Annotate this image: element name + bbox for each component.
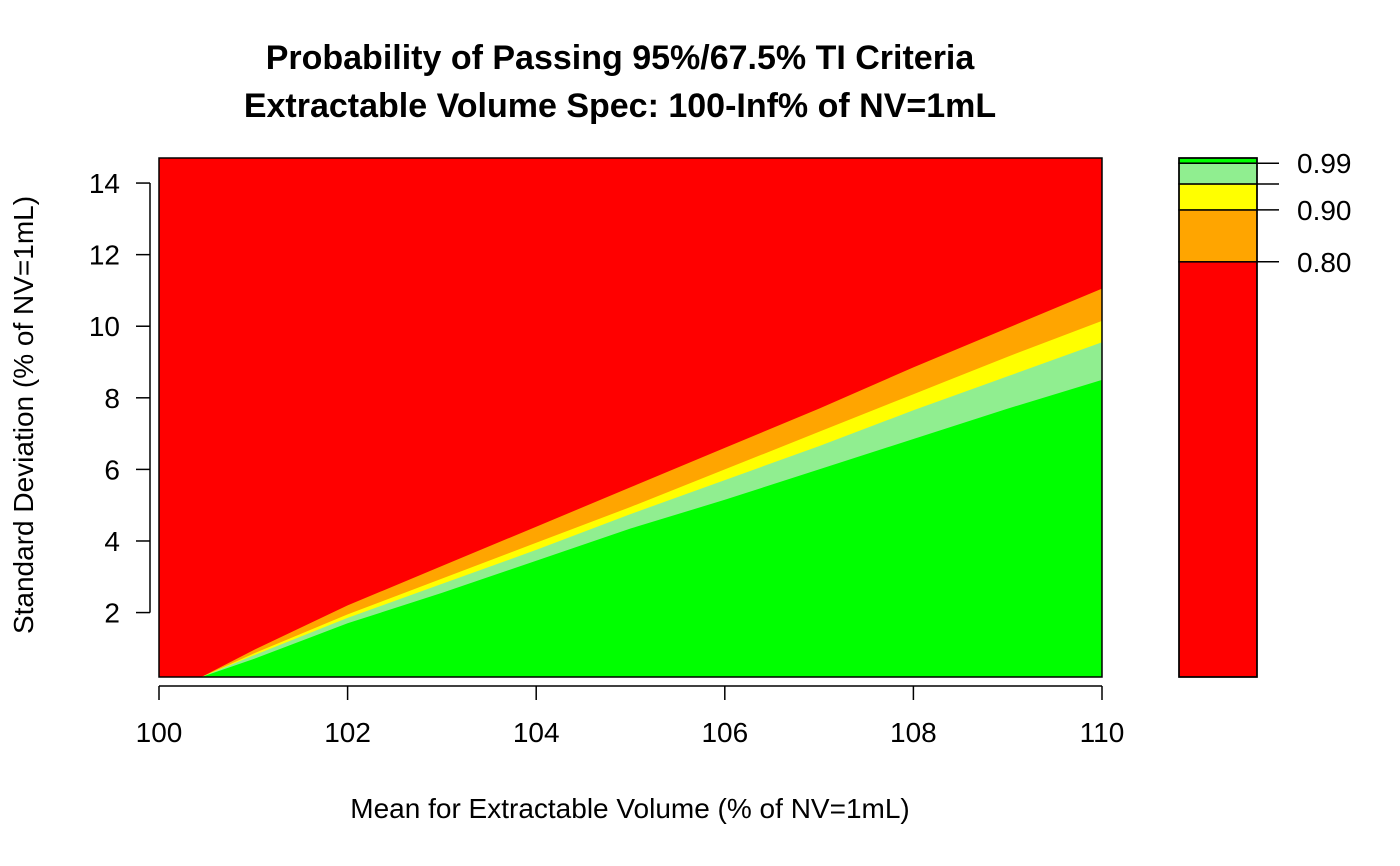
y-axis-label: Standard Deviation (% of NV=1mL) bbox=[8, 196, 39, 634]
legend-band bbox=[1178, 183, 1258, 211]
x-tick-label: 106 bbox=[701, 717, 748, 748]
y-tick-label: 6 bbox=[104, 454, 120, 485]
legend-band bbox=[1178, 162, 1258, 185]
plot-frame bbox=[158, 157, 1103, 678]
y-tick-label: 10 bbox=[89, 311, 120, 342]
chart-subtitle: Extractable Volume Spec: 100-Inf% of NV=… bbox=[244, 87, 996, 125]
color-legend: 0.99 0.90 0.80 bbox=[1178, 148, 1352, 678]
y-tick-label: 8 bbox=[104, 383, 120, 414]
legend-band bbox=[1178, 209, 1258, 263]
y-axis: 2 4 6 8 10 12 14 bbox=[89, 168, 151, 629]
legend-frame bbox=[1178, 157, 1258, 678]
x-tick-label: 100 bbox=[136, 717, 183, 748]
legend-label: 0.90 bbox=[1297, 195, 1352, 226]
x-tick-label: 108 bbox=[890, 717, 937, 748]
x-axis-label: Mean for Extractable Volume (% of NV=1mL… bbox=[350, 793, 909, 824]
legend-band bbox=[1178, 157, 1258, 164]
legend-label: 0.80 bbox=[1297, 247, 1352, 278]
legend-band bbox=[1178, 261, 1258, 678]
y-tick-label: 12 bbox=[89, 240, 120, 271]
x-axis: 100 102 104 106 108 110 bbox=[136, 685, 1125, 748]
legend-label: 0.99 bbox=[1297, 148, 1352, 179]
chart-title: Probability of Passing 95%/67.5% TI Crit… bbox=[266, 39, 976, 77]
contour-region-0.99 bbox=[201, 379, 1102, 677]
contour-fill-group bbox=[159, 158, 1102, 677]
y-tick-label: 14 bbox=[89, 168, 120, 199]
y-tick-label: 4 bbox=[104, 526, 120, 557]
y-tick-label: 2 bbox=[104, 598, 120, 629]
x-tick-label: 102 bbox=[324, 717, 371, 748]
x-tick-label: 110 bbox=[1080, 717, 1125, 748]
x-tick-label: 104 bbox=[513, 717, 560, 748]
